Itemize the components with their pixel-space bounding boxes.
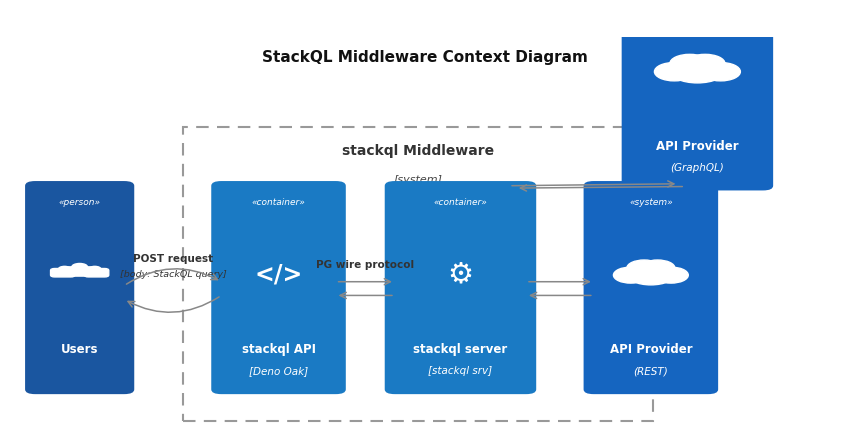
Text: «system»: «system» (676, 0, 719, 4)
Text: [body: StackQL query]: [body: StackQL query] (120, 270, 227, 279)
FancyBboxPatch shape (385, 181, 537, 394)
Text: Users: Users (61, 342, 98, 355)
Circle shape (59, 267, 70, 273)
Text: StackQL Middleware Context Diagram: StackQL Middleware Context Diagram (261, 49, 588, 64)
FancyBboxPatch shape (84, 269, 109, 277)
Text: [stackql srv]: [stackql srv] (429, 366, 492, 375)
Circle shape (700, 63, 740, 82)
Text: </>: </> (255, 262, 303, 286)
Circle shape (626, 262, 676, 285)
Circle shape (670, 55, 710, 74)
Text: stackql server: stackql server (413, 342, 508, 355)
Circle shape (71, 264, 87, 271)
Text: [system]: [system] (394, 175, 442, 184)
Text: «container»: «container» (434, 198, 487, 207)
Circle shape (655, 63, 694, 82)
Circle shape (654, 267, 689, 283)
Text: stackql API: stackql API (241, 342, 316, 355)
FancyBboxPatch shape (65, 267, 93, 276)
Text: (GraphQL): (GraphQL) (671, 162, 724, 172)
Text: API Provider: API Provider (656, 139, 739, 152)
Circle shape (685, 55, 725, 74)
Circle shape (669, 57, 726, 84)
Text: «person»: «person» (59, 198, 101, 207)
Text: «container»: «container» (251, 198, 306, 207)
Text: [Deno Oak]: [Deno Oak] (249, 366, 308, 375)
FancyBboxPatch shape (211, 181, 346, 394)
FancyBboxPatch shape (51, 269, 75, 277)
Text: «system»: «system» (629, 198, 672, 207)
FancyBboxPatch shape (621, 0, 773, 191)
FancyBboxPatch shape (25, 181, 134, 394)
Text: ⚙: ⚙ (447, 260, 474, 288)
Circle shape (614, 267, 648, 283)
Text: POST request: POST request (133, 254, 213, 264)
Circle shape (88, 267, 101, 273)
Circle shape (640, 261, 675, 276)
Text: stackql Middleware: stackql Middleware (342, 143, 494, 157)
Text: (REST): (REST) (633, 366, 668, 375)
Text: API Provider: API Provider (610, 342, 692, 355)
Circle shape (627, 261, 661, 276)
FancyBboxPatch shape (583, 181, 718, 394)
Text: PG wire protocol: PG wire protocol (316, 259, 414, 270)
